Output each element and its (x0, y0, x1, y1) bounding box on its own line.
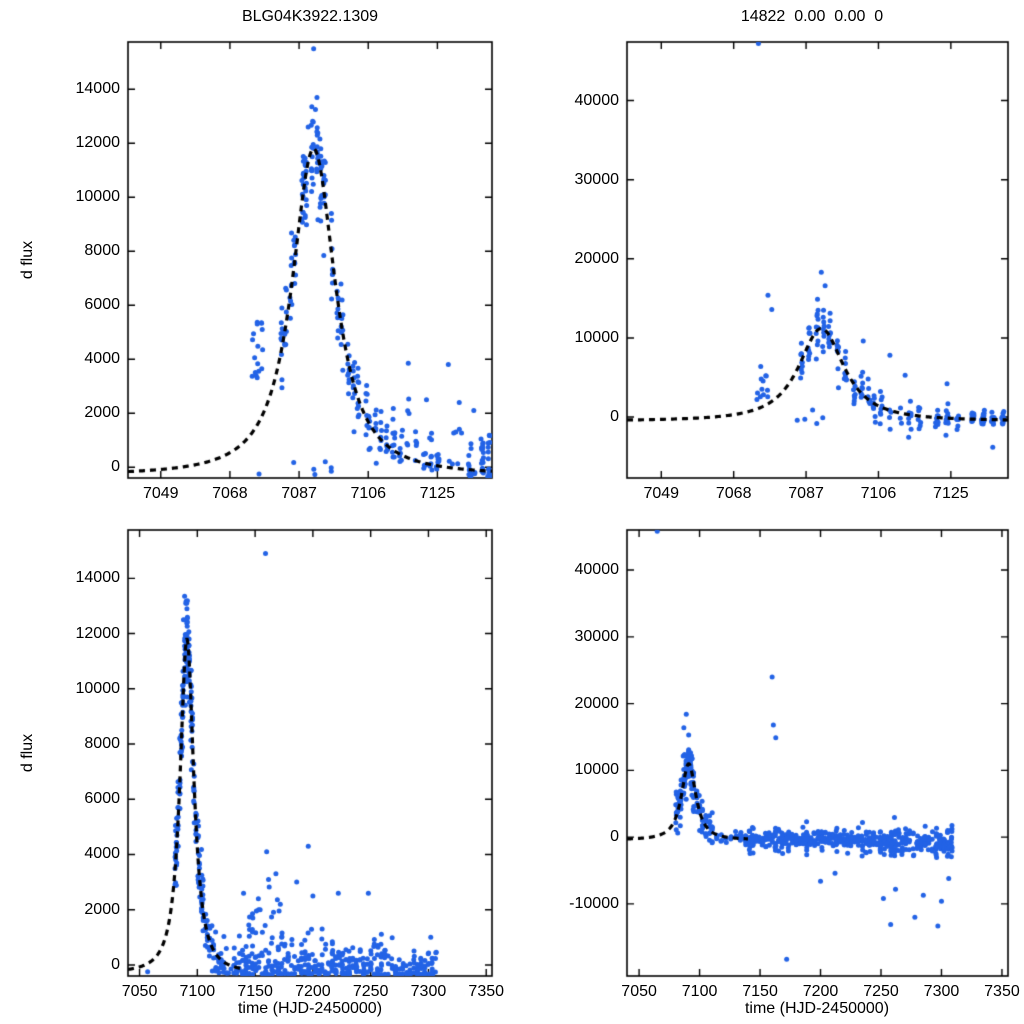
y-tick-label: 10000 (574, 761, 620, 779)
y-tick-label: 4000 (84, 845, 120, 863)
y-tick-label: 0 (111, 955, 120, 973)
y-axis-label-top: d flux (19, 240, 36, 280)
y-tick-label: 10000 (574, 328, 620, 346)
x-tick-label: 7250 (863, 983, 899, 1000)
y-tick-label: 4000 (84, 350, 120, 368)
x-tick-label: 7125 (419, 485, 456, 502)
y-tick-label: 6000 (84, 296, 120, 314)
x-tick-label: 7068 (212, 485, 248, 502)
y-tick-label: 30000 (574, 627, 620, 645)
x-tick-label: 7350 (468, 983, 505, 1000)
y-tick-label: 2000 (84, 900, 120, 918)
y-tick-label: 8000 (84, 242, 120, 260)
x-tick-label: 7300 (410, 983, 447, 1000)
panel-title-left: BLG04K3922.1309 (241, 8, 379, 25)
x-tick-label: 7150 (742, 983, 778, 1000)
y-axis-label-bottom: d flux (19, 733, 36, 773)
x-tick-label: 7350 (984, 983, 1020, 1000)
x-axis-label-right: time (HJD-2450000) (744, 1000, 890, 1017)
y-tick-label: 20000 (574, 249, 620, 267)
y-tick-label: 12000 (75, 624, 121, 642)
y-tick-label: 0 (610, 408, 619, 426)
x-tick-label: 7100 (681, 983, 718, 1000)
x-tick-label: 7300 (923, 983, 960, 1000)
x-tick-label: 7100 (179, 983, 216, 1000)
y-tick-label: 8000 (84, 735, 120, 753)
y-tick-label: 14000 (75, 80, 121, 98)
x-tick-label: 7200 (802, 983, 839, 1000)
x-tick-label: 7150 (237, 983, 273, 1000)
y-tick-label: 6000 (84, 790, 120, 808)
x-tick-label: 7068 (715, 485, 752, 502)
y-tick-label: 0 (111, 458, 120, 476)
y-tick-label: 20000 (574, 694, 620, 712)
x-tick-label: 7087 (281, 485, 317, 502)
x-tick-label: 7050 (621, 983, 657, 1000)
x-tick-label: 7050 (121, 983, 158, 1000)
x-tick-label: 7049 (142, 485, 179, 502)
x-tick-label: 7125 (933, 485, 969, 502)
y-tick-label: 2000 (84, 404, 120, 422)
x-axis-label-left: time (HJD-2450000) (237, 1000, 383, 1017)
panel-title-right: 14822 0.00 0.00 0 (740, 8, 884, 25)
y-tick-label: 10000 (75, 188, 121, 206)
x-tick-label: 7087 (788, 485, 824, 502)
x-tick-label: 7250 (352, 983, 389, 1000)
y-tick-label: 14000 (75, 569, 121, 587)
y-tick-label: -10000 (569, 894, 619, 912)
y-tick-label: 40000 (574, 561, 620, 579)
y-tick-label: 10000 (75, 679, 121, 697)
y-tick-label: 40000 (574, 91, 620, 109)
y-tick-label: 0 (610, 828, 619, 846)
x-tick-label: 7200 (295, 983, 331, 1000)
x-tick-label: 7106 (860, 485, 897, 502)
x-tick-label: 7049 (643, 485, 680, 502)
y-tick-label: 30000 (574, 170, 620, 188)
x-tick-label: 7106 (350, 485, 387, 502)
y-tick-label: 12000 (75, 134, 121, 152)
